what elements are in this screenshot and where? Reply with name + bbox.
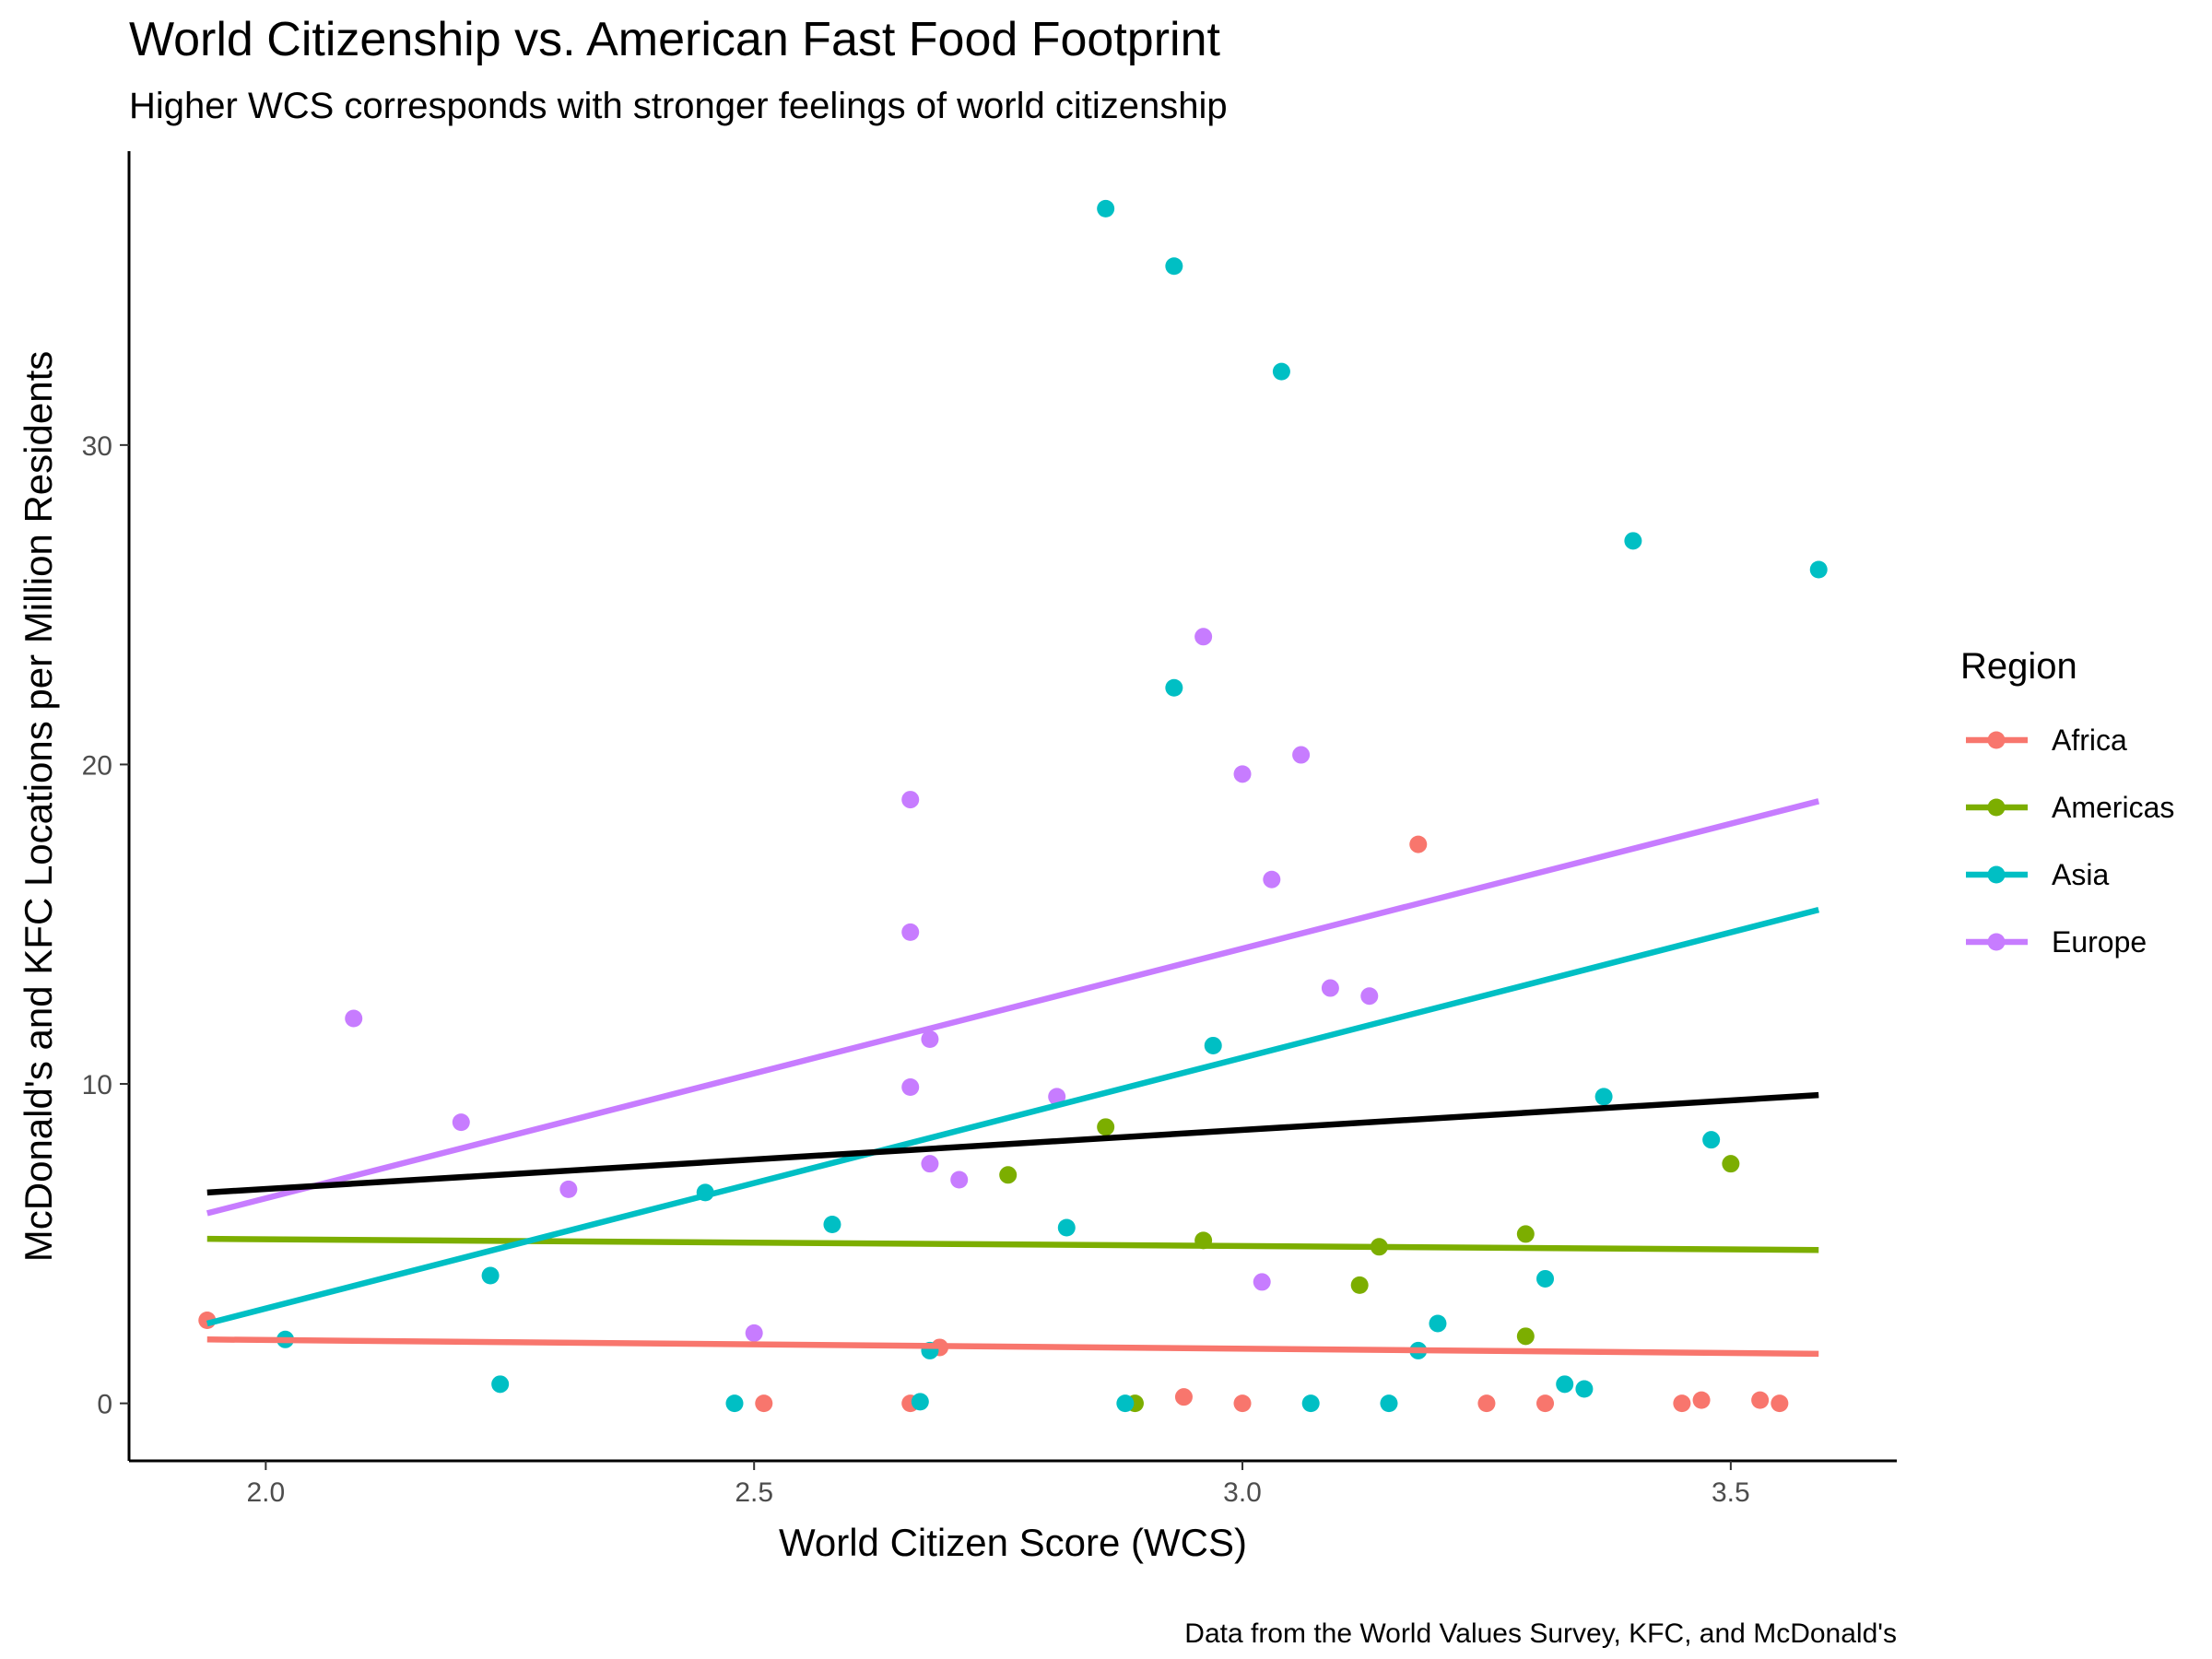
point-africa-8 — [1536, 1394, 1555, 1413]
x-tick-label: 2.5 — [735, 1477, 773, 1508]
point-europe-16 — [1321, 979, 1339, 997]
point-americas-6 — [1516, 1225, 1535, 1243]
legend-label: Asia — [2052, 858, 2109, 891]
point-europe-11 — [1194, 628, 1213, 646]
legend-key-point — [1987, 798, 2006, 817]
point-asia-19 — [1536, 1269, 1555, 1288]
point-asia-12 — [1165, 678, 1183, 697]
point-asia-5 — [823, 1216, 841, 1234]
point-americas-1 — [1097, 1118, 1115, 1136]
legend-label: Americas — [2052, 791, 2174, 824]
x-axis-ticks: 2.0 2.5 3.0 3.5 — [246, 1461, 1750, 1508]
y-tick-label: 0 — [97, 1390, 112, 1420]
point-americas-7 — [1516, 1327, 1535, 1346]
point-africa-12 — [1771, 1394, 1789, 1413]
point-asia-8 — [1057, 1218, 1076, 1237]
y-axis-ticks: 0 10 20 30 — [82, 431, 129, 1420]
legend-items: Africa Americas Asia Europe — [1966, 724, 2174, 959]
point-europe-17 — [1360, 987, 1379, 1006]
point-asia-21 — [1575, 1380, 1594, 1398]
point-africa-9 — [1673, 1394, 1691, 1413]
point-africa-1 — [755, 1394, 773, 1413]
legend-key-point — [1987, 731, 2006, 749]
x-tick-label: 3.0 — [1223, 1477, 1262, 1508]
x-tick-label: 3.5 — [1712, 1477, 1750, 1508]
legend-label: Europe — [2052, 925, 2147, 959]
legend-item-africa: Africa — [1966, 724, 2127, 757]
series-europe — [345, 628, 1379, 1342]
point-asia-25 — [1809, 560, 1828, 579]
point-europe-7 — [921, 1030, 939, 1049]
point-asia-2 — [491, 1375, 510, 1394]
point-europe-10 — [1048, 1088, 1066, 1106]
point-asia-9 — [1097, 199, 1115, 218]
series-asia — [276, 199, 1828, 1413]
y-tick-label: 10 — [82, 1070, 112, 1100]
chart-title: World Citizenship vs. American Fast Food… — [129, 13, 1220, 66]
trend-line-asia — [206, 906, 1820, 1327]
trend-line-africa — [206, 1336, 1819, 1358]
point-africa-6 — [1409, 835, 1428, 853]
point-asia-23 — [1624, 532, 1642, 550]
point-asia-22 — [1594, 1088, 1613, 1106]
plot-area — [198, 199, 1828, 1413]
point-europe-1 — [452, 1113, 470, 1132]
point-europe-6 — [901, 1077, 920, 1096]
legend-item-americas: Americas — [1966, 791, 2174, 824]
series-americas — [999, 1118, 1740, 1413]
point-asia-4 — [725, 1394, 744, 1413]
legend-item-europe: Europe — [1966, 925, 2147, 959]
point-asia-10 — [1116, 1394, 1135, 1413]
point-asia-18 — [1429, 1314, 1447, 1333]
chart-subtitle: Higher WCS corresponds with stronger fee… — [129, 86, 1228, 126]
point-asia-14 — [1272, 362, 1290, 381]
point-europe-2 — [559, 1180, 578, 1198]
y-axis-label: McDonald's and KFC Locations per Million… — [17, 351, 60, 1262]
y-tick-label: 20 — [82, 750, 112, 781]
point-americas-8 — [1722, 1155, 1740, 1173]
point-asia-13 — [1204, 1036, 1222, 1054]
point-europe-12 — [1233, 765, 1252, 783]
point-americas-4 — [1350, 1276, 1369, 1294]
point-europe-3 — [745, 1324, 763, 1342]
y-tick-label: 30 — [82, 431, 112, 462]
point-europe-8 — [921, 1155, 939, 1173]
point-africa-4 — [1174, 1388, 1193, 1406]
point-africa-10 — [1692, 1391, 1711, 1409]
legend-item-asia: Asia — [1966, 858, 2109, 891]
point-europe-14 — [1263, 870, 1281, 888]
point-americas-0 — [999, 1166, 1018, 1184]
legend-key-point — [1987, 865, 2006, 884]
legend-title: Region — [1960, 646, 2077, 687]
point-africa-11 — [1751, 1391, 1770, 1409]
x-axis-label: World Citizen Score (WCS) — [779, 1521, 1247, 1564]
legend-label: Africa — [2052, 724, 2127, 757]
point-africa-7 — [1477, 1394, 1496, 1413]
trend-line-europe — [206, 798, 1820, 1217]
point-europe-5 — [901, 923, 920, 941]
point-asia-1 — [481, 1266, 500, 1285]
trend-line-overall — [206, 1091, 1819, 1196]
point-europe-15 — [1292, 746, 1311, 764]
point-europe-13 — [1253, 1273, 1271, 1291]
point-asia-11 — [1165, 257, 1183, 276]
legend-key-point — [1987, 933, 2006, 951]
point-europe-4 — [901, 791, 920, 809]
point-asia-15 — [1301, 1394, 1320, 1413]
chart-caption: Data from the World Values Survey, KFC, … — [1184, 1618, 1897, 1649]
point-asia-24 — [1702, 1131, 1721, 1149]
point-africa-5 — [1233, 1394, 1252, 1413]
point-asia-16 — [1380, 1394, 1398, 1413]
legend: Region Africa Americas Asia Europe — [1960, 646, 2174, 959]
x-tick-label: 2.0 — [246, 1477, 285, 1508]
point-asia-6 — [911, 1393, 929, 1411]
trend-line-americas — [206, 1235, 1819, 1253]
point-europe-9 — [950, 1171, 969, 1189]
point-europe-0 — [345, 1009, 363, 1028]
point-asia-20 — [1556, 1375, 1574, 1394]
